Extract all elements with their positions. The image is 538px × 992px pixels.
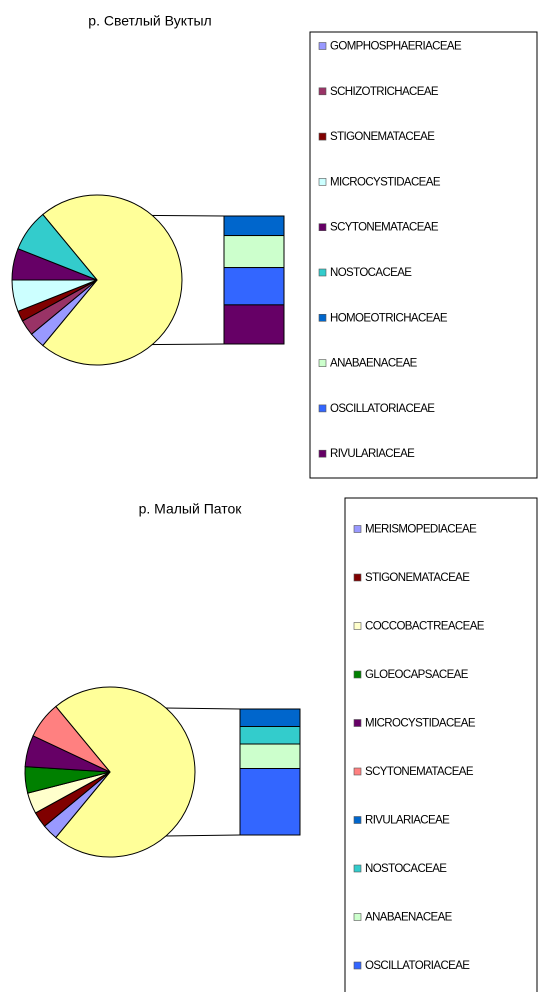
legend-swatch — [318, 359, 327, 367]
legend-swatch — [353, 622, 362, 630]
legend-swatch — [318, 449, 327, 458]
legend-label: OSCILLATORIACEAE — [365, 960, 470, 972]
legend-swatch — [318, 404, 327, 413]
bar-segment — [239, 726, 301, 745]
legend-label: RIVULARIACEAE — [365, 815, 450, 827]
bar-segment — [239, 768, 301, 836]
legend-swatch — [353, 719, 362, 727]
bar-segment — [223, 215, 285, 237]
legend-swatch — [318, 268, 327, 277]
chart-title: р. Светлый Вуктыл — [88, 13, 211, 29]
bar-segment — [223, 304, 285, 345]
legend-label: SCYTONEMATACEAE — [365, 766, 474, 778]
pie-slice-other — [42, 194, 183, 366]
legend-label: MICROCYSTIDACEAE — [365, 718, 476, 730]
legend-swatch — [318, 87, 327, 96]
legend-swatch — [318, 313, 327, 322]
legend-swatch — [353, 525, 362, 533]
legend-box — [309, 31, 538, 479]
legend-swatch — [318, 132, 327, 141]
bar-segment — [223, 235, 285, 269]
legend-swatch — [353, 816, 362, 824]
legend-swatch — [353, 767, 362, 776]
legend-label: MERISMOPEDIACEAE — [365, 524, 477, 536]
legend-swatch — [353, 913, 362, 921]
legend-label: NOSTOCACEAE — [330, 267, 412, 279]
legend-swatch — [353, 864, 362, 873]
legend-swatch — [318, 42, 327, 50]
bar-segment — [239, 743, 301, 769]
bar-segment — [239, 708, 301, 727]
legend-label: STIGONEMATACEAE — [365, 572, 470, 584]
legend-label: OSCILLATORIACEAE — [330, 403, 435, 415]
legend-label: NOSTOCACEAE — [365, 863, 447, 875]
legend-label: SCHIZOTRICHACEAE — [330, 86, 439, 98]
chart-title: р. Малый Паток — [139, 501, 243, 517]
legend-label: COCCOBACTREACEAE — [365, 621, 485, 633]
legend-label: SCYTONEMATACEAE — [330, 222, 439, 234]
legend-label: HOMOEOTRICHACEAE — [330, 312, 448, 324]
legend-label: GOMPHOSPHAERIACEAE — [330, 41, 462, 53]
legend-swatch — [318, 223, 327, 231]
pie-slice — [17, 213, 98, 281]
legend-label: ANABAENACEAE — [365, 912, 453, 924]
bar-segment — [223, 267, 285, 306]
pie-slice-other — [55, 686, 196, 858]
legend-label: STIGONEMATACEAE — [330, 131, 435, 143]
pie-slice — [32, 705, 111, 773]
legend-swatch — [353, 670, 362, 679]
legend-swatch — [353, 961, 362, 970]
legend-swatch — [318, 178, 327, 186]
legend-swatch — [353, 573, 362, 582]
legend-label: RIVULARIACEAE — [330, 448, 415, 460]
legend-box — [344, 497, 538, 992]
legend-label: ANABAENACEAE — [330, 358, 418, 370]
legend-label: MICROCYSTIDACEAE — [330, 176, 441, 188]
legend-label: GLOEOCAPSACEAE — [365, 669, 469, 681]
